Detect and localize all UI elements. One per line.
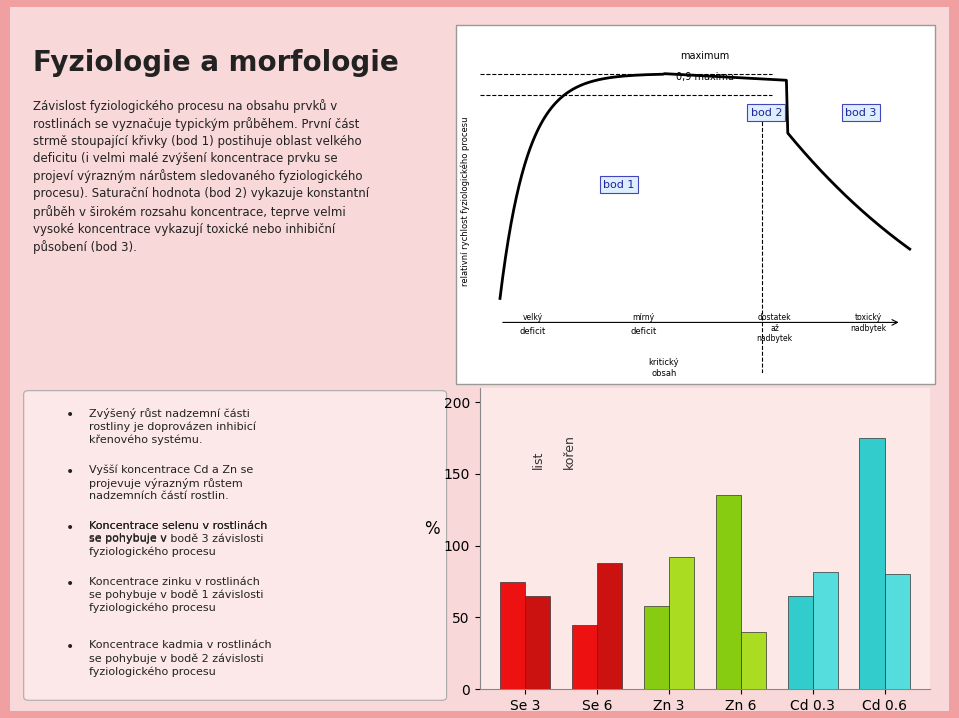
Text: bod 2: bod 2 bbox=[751, 108, 783, 118]
Text: dostatek
až
nadbytek: dostatek až nadbytek bbox=[757, 314, 792, 343]
Text: Zvýšený růst nadzemní části
rostliny je doprovázen inhibicí
křenového systému.: Zvýšený růst nadzemní části rostliny je … bbox=[89, 409, 256, 445]
Text: toxický
nadbytek: toxický nadbytek bbox=[851, 314, 887, 333]
FancyBboxPatch shape bbox=[456, 24, 935, 383]
Text: •: • bbox=[66, 577, 74, 591]
Text: mírný: mírný bbox=[632, 314, 654, 322]
Text: •: • bbox=[66, 521, 74, 535]
Text: deficit: deficit bbox=[520, 327, 546, 337]
Bar bbox=[500, 582, 526, 689]
Bar bbox=[859, 438, 884, 689]
Bar bbox=[740, 632, 766, 689]
Text: Koncentrace selenu v rostlinách
se pohybuje v: Koncentrace selenu v rostlinách se pohyb… bbox=[89, 521, 268, 544]
Text: Fyziologie a morfologie: Fyziologie a morfologie bbox=[33, 50, 399, 78]
FancyBboxPatch shape bbox=[5, 4, 954, 714]
Text: •: • bbox=[66, 640, 74, 654]
Text: Vyšší koncentrace Cd a Zn se
projevuje výrazným růstem
nadzemních částí rostlin.: Vyšší koncentrace Cd a Zn se projevuje v… bbox=[89, 465, 254, 501]
Bar bbox=[669, 557, 694, 689]
Text: •: • bbox=[66, 409, 74, 422]
Text: Koncentrace zinku v rostlinách
se pohybuje v bodě 1 závislosti
fyziologického pr: Koncentrace zinku v rostlinách se pohybu… bbox=[89, 577, 264, 613]
Bar bbox=[812, 572, 838, 689]
Text: Koncentrace kadmia v rostlinách
se pohybuje v bodě 2 závislosti
fyziologického p: Koncentrace kadmia v rostlinách se pohyb… bbox=[89, 640, 272, 676]
Bar bbox=[597, 563, 622, 689]
Text: deficit: deficit bbox=[630, 327, 657, 337]
Text: maximum: maximum bbox=[680, 51, 730, 61]
Bar bbox=[787, 596, 812, 689]
Text: list: list bbox=[531, 451, 545, 469]
Bar bbox=[572, 625, 597, 689]
FancyBboxPatch shape bbox=[24, 391, 447, 700]
Bar bbox=[526, 596, 550, 689]
Text: •: • bbox=[66, 465, 74, 478]
Text: bod 3: bod 3 bbox=[845, 108, 877, 118]
Text: kořen: kořen bbox=[563, 434, 576, 469]
Bar bbox=[884, 574, 910, 689]
Bar bbox=[715, 495, 740, 689]
Bar bbox=[643, 606, 669, 689]
Text: velký: velký bbox=[523, 314, 543, 322]
Text: Koncentrace selenu v rostlinách
se pohybuje v bodě 3 závislosti
fyziologického p: Koncentrace selenu v rostlinách se pohyb… bbox=[89, 521, 268, 557]
Y-axis label: %: % bbox=[425, 521, 440, 538]
Text: bod 1: bod 1 bbox=[603, 180, 635, 190]
Text: Závislost fyziologického procesu na obsahu prvků v
rostlinách se vyznačuje typic: Závislost fyziologického procesu na obsa… bbox=[33, 98, 369, 254]
Text: relativní rychlost fyziologického procesu: relativní rychlost fyziologického proces… bbox=[461, 116, 471, 286]
Text: kritický
obsah: kritický obsah bbox=[648, 358, 679, 378]
Text: 0,9 maxima: 0,9 maxima bbox=[676, 72, 734, 82]
